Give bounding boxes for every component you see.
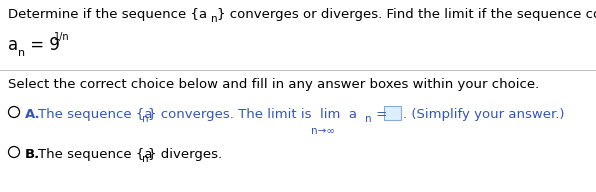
Text: } diverges.: } diverges.: [148, 148, 222, 161]
Text: A.: A.: [25, 108, 41, 121]
Text: B.: B.: [25, 148, 41, 161]
Text: The sequence {a: The sequence {a: [38, 148, 153, 161]
Text: n: n: [142, 154, 148, 164]
Text: n: n: [142, 114, 148, 124]
Text: Select the correct choice below and fill in any answer boxes within your choice.: Select the correct choice below and fill…: [8, 78, 539, 91]
Text: Determine if the sequence {a: Determine if the sequence {a: [8, 8, 207, 21]
Text: n→∞: n→∞: [311, 126, 335, 136]
Text: The sequence {a: The sequence {a: [38, 108, 153, 121]
Text: =: =: [372, 108, 387, 121]
Text: n: n: [211, 14, 218, 24]
Text: = 9: = 9: [25, 36, 60, 54]
Text: n: n: [365, 114, 372, 124]
Text: } converges. The limit is  lim  a: } converges. The limit is lim a: [148, 108, 357, 121]
Text: a: a: [8, 36, 18, 54]
Text: n: n: [18, 48, 25, 58]
Text: . (Simplify your answer.): . (Simplify your answer.): [403, 108, 564, 121]
FancyBboxPatch shape: [384, 105, 401, 120]
Text: 1/n: 1/n: [54, 32, 70, 42]
Text: } converges or diverges. Find the limit if the sequence converges.: } converges or diverges. Find the limit …: [217, 8, 596, 21]
